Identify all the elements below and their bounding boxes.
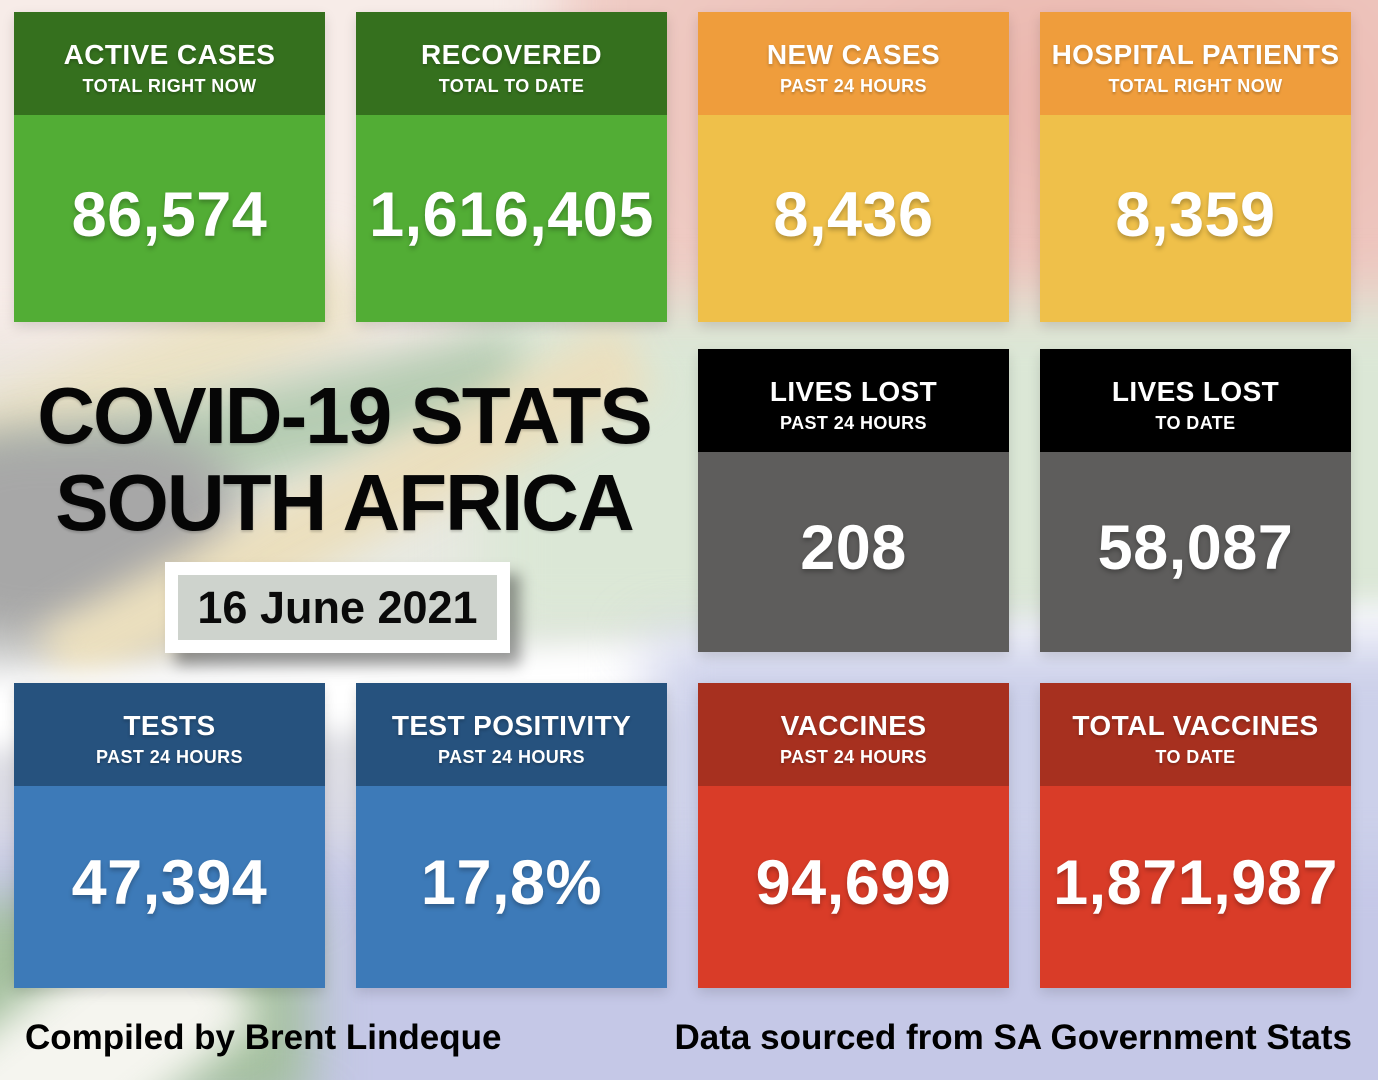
- card-total-vaccines: TOTAL VACCINES TO DATE 1,871,987: [1040, 683, 1351, 988]
- card-subtitle: PAST 24 HOURS: [438, 747, 585, 767]
- card-value: 94,699: [755, 848, 952, 918]
- card-value: 8,436: [773, 179, 934, 250]
- card-subtitle: TO DATE: [1155, 413, 1236, 433]
- card-value-area: 1,616,405: [356, 115, 667, 322]
- card-value-area: 8,436: [698, 115, 1009, 322]
- card-title: TEST POSITIVITY: [391, 710, 632, 741]
- card-subtitle: PAST 24 HOURS: [780, 747, 927, 767]
- card-title: ACTIVE CASES: [63, 39, 276, 70]
- card-subtitle: PAST 24 HOURS: [780, 413, 927, 433]
- card-recovered: RECOVERED TOTAL TO DATE 1,616,405: [356, 12, 667, 322]
- card-value-area: 208: [698, 452, 1009, 652]
- page-title-line2: SOUTH AFRICA: [55, 458, 634, 547]
- card-header: TESTS PAST 24 HOURS: [14, 683, 325, 786]
- card-subtitle: TO DATE: [1155, 747, 1236, 767]
- card-header: ACTIVE CASES TOTAL RIGHT NOW: [14, 12, 325, 115]
- card-header: TEST POSITIVITY PAST 24 HOURS: [356, 683, 667, 786]
- footer-source: Data sourced from SA Government Stats: [674, 1018, 1352, 1057]
- card-tests: TESTS PAST 24 HOURS 47,394: [14, 683, 325, 988]
- card-title: HOSPITAL PATIENTS: [1051, 39, 1340, 70]
- card-value: 58,087: [1097, 513, 1294, 583]
- date-text: 16 June 2021: [178, 575, 497, 640]
- card-lives-lost-24h: LIVES LOST PAST 24 HOURS 208: [698, 349, 1009, 652]
- card-subtitle: TOTAL RIGHT NOW: [1108, 76, 1283, 96]
- card-value: 86,574: [71, 179, 268, 250]
- date-badge: 16 June 2021: [165, 562, 510, 653]
- card-title: NEW CASES: [766, 39, 941, 70]
- card-title: VACCINES: [780, 710, 927, 741]
- card-header: TOTAL VACCINES TO DATE: [1040, 683, 1351, 786]
- card-header: VACCINES PAST 24 HOURS: [698, 683, 1009, 786]
- card-header: NEW CASES PAST 24 HOURS: [698, 12, 1009, 115]
- card-title: LIVES LOST: [1111, 376, 1280, 407]
- footer-credit: Compiled by Brent Lindeque: [25, 1018, 502, 1057]
- card-header: RECOVERED TOTAL TO DATE: [356, 12, 667, 115]
- card-value-area: 86,574: [14, 115, 325, 322]
- card-value-area: 8,359: [1040, 115, 1351, 322]
- card-value-area: 1,871,987: [1040, 786, 1351, 988]
- card-title: TESTS: [123, 710, 216, 741]
- card-test-positivity: TEST POSITIVITY PAST 24 HOURS 17,8%: [356, 683, 667, 988]
- card-value: 17,8%: [420, 848, 603, 918]
- card-value: 1,616,405: [369, 179, 654, 250]
- card-value: 47,394: [71, 848, 268, 918]
- card-subtitle: PAST 24 HOURS: [96, 747, 243, 767]
- card-vaccines: VACCINES PAST 24 HOURS 94,699: [698, 683, 1009, 988]
- card-subtitle: TOTAL TO DATE: [438, 76, 585, 96]
- card-title: RECOVERED: [421, 39, 602, 70]
- card-value: 1,871,987: [1053, 848, 1338, 918]
- card-lives-lost-total: LIVES LOST TO DATE 58,087: [1040, 349, 1351, 652]
- card-value-area: 94,699: [698, 786, 1009, 988]
- card-value: 208: [800, 513, 907, 583]
- card-value-area: 47,394: [14, 786, 325, 988]
- card-value: 8,359: [1115, 179, 1276, 250]
- card-title: TOTAL VACCINES: [1072, 710, 1319, 741]
- card-value-area: 58,087: [1040, 452, 1351, 652]
- card-title: LIVES LOST: [769, 376, 938, 407]
- page-title-line1: COVID-19 STATS: [37, 371, 653, 460]
- page-title: COVID-19 STATS SOUTH AFRICA: [0, 372, 688, 546]
- card-hospital-patients: HOSPITAL PATIENTS TOTAL RIGHT NOW 8,359: [1040, 12, 1351, 322]
- card-new-cases: NEW CASES PAST 24 HOURS 8,436: [698, 12, 1009, 322]
- card-header: LIVES LOST TO DATE: [1040, 349, 1351, 452]
- card-subtitle: TOTAL RIGHT NOW: [82, 76, 257, 96]
- card-subtitle: PAST 24 HOURS: [780, 76, 927, 96]
- card-active-cases: ACTIVE CASES TOTAL RIGHT NOW 86,574: [14, 12, 325, 322]
- card-header: HOSPITAL PATIENTS TOTAL RIGHT NOW: [1040, 12, 1351, 115]
- card-value-area: 17,8%: [356, 786, 667, 988]
- card-header: LIVES LOST PAST 24 HOURS: [698, 349, 1009, 452]
